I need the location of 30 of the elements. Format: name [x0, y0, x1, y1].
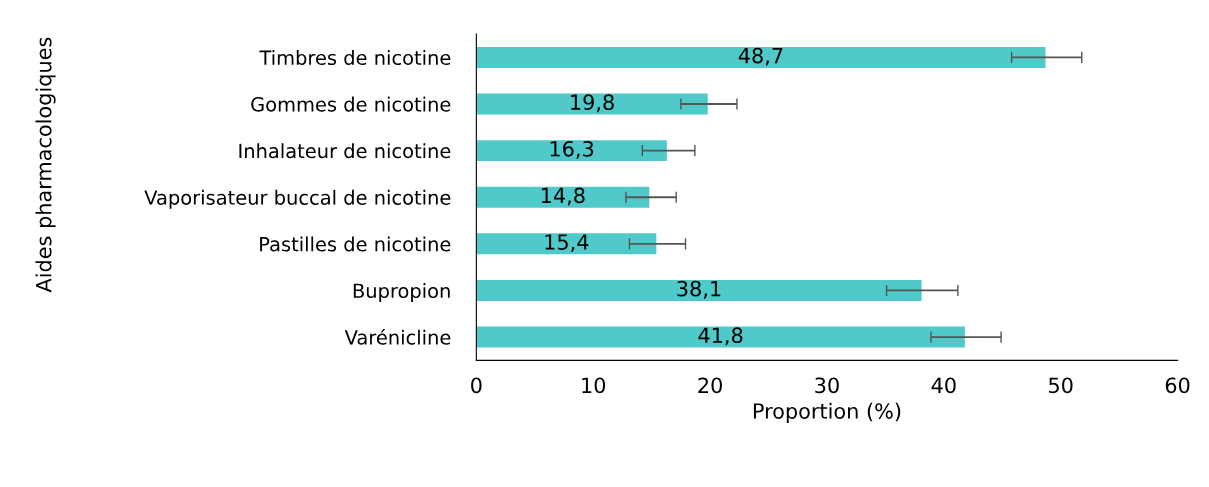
- bar: [476, 326, 965, 348]
- y-tick-label: Bupropion: [353, 283, 450, 302]
- x-tick-label: 40: [931, 377, 956, 394]
- y-tick-label: Vaporisateur buccal de nicotine: [144, 189, 451, 209]
- data-label: 16,3: [550, 140, 594, 159]
- y-tick-label: Inhalateur de nicotine: [239, 143, 451, 159]
- bar: [476, 186, 650, 208]
- x-tick-label: 30: [815, 377, 839, 394]
- bar: [476, 279, 922, 301]
- bar: [476, 93, 708, 115]
- x-tick-label: 60: [1165, 377, 1190, 394]
- data-label: 48,7: [738, 47, 783, 66]
- x-tick-label: 20: [698, 377, 722, 394]
- data-label: 19,8: [571, 94, 614, 113]
- y-tick-label: Varénicline: [344, 328, 451, 345]
- x-tick-label: 50: [1049, 377, 1073, 394]
- x-axis-title: Proportion (%): [753, 402, 901, 423]
- bar: [476, 46, 1046, 68]
- y-tick-label: Pastilles de nicotine: [260, 236, 451, 252]
- y-tick-label: Gommes de nicotine: [251, 96, 451, 112]
- x-tick-label: 0: [471, 377, 482, 394]
- y-axis-title: Aides pharmacologiques: [35, 37, 56, 293]
- y-tick-label: Timbres de nicotine: [259, 50, 451, 66]
- x-tick-label: 10: [582, 377, 606, 394]
- data-label: 41,8: [698, 327, 743, 346]
- bar: [476, 140, 667, 162]
- data-label: 15,4: [545, 234, 589, 253]
- data-label: 38,1: [677, 280, 721, 299]
- bar: [476, 233, 657, 255]
- data-label: 14,8: [541, 187, 585, 206]
